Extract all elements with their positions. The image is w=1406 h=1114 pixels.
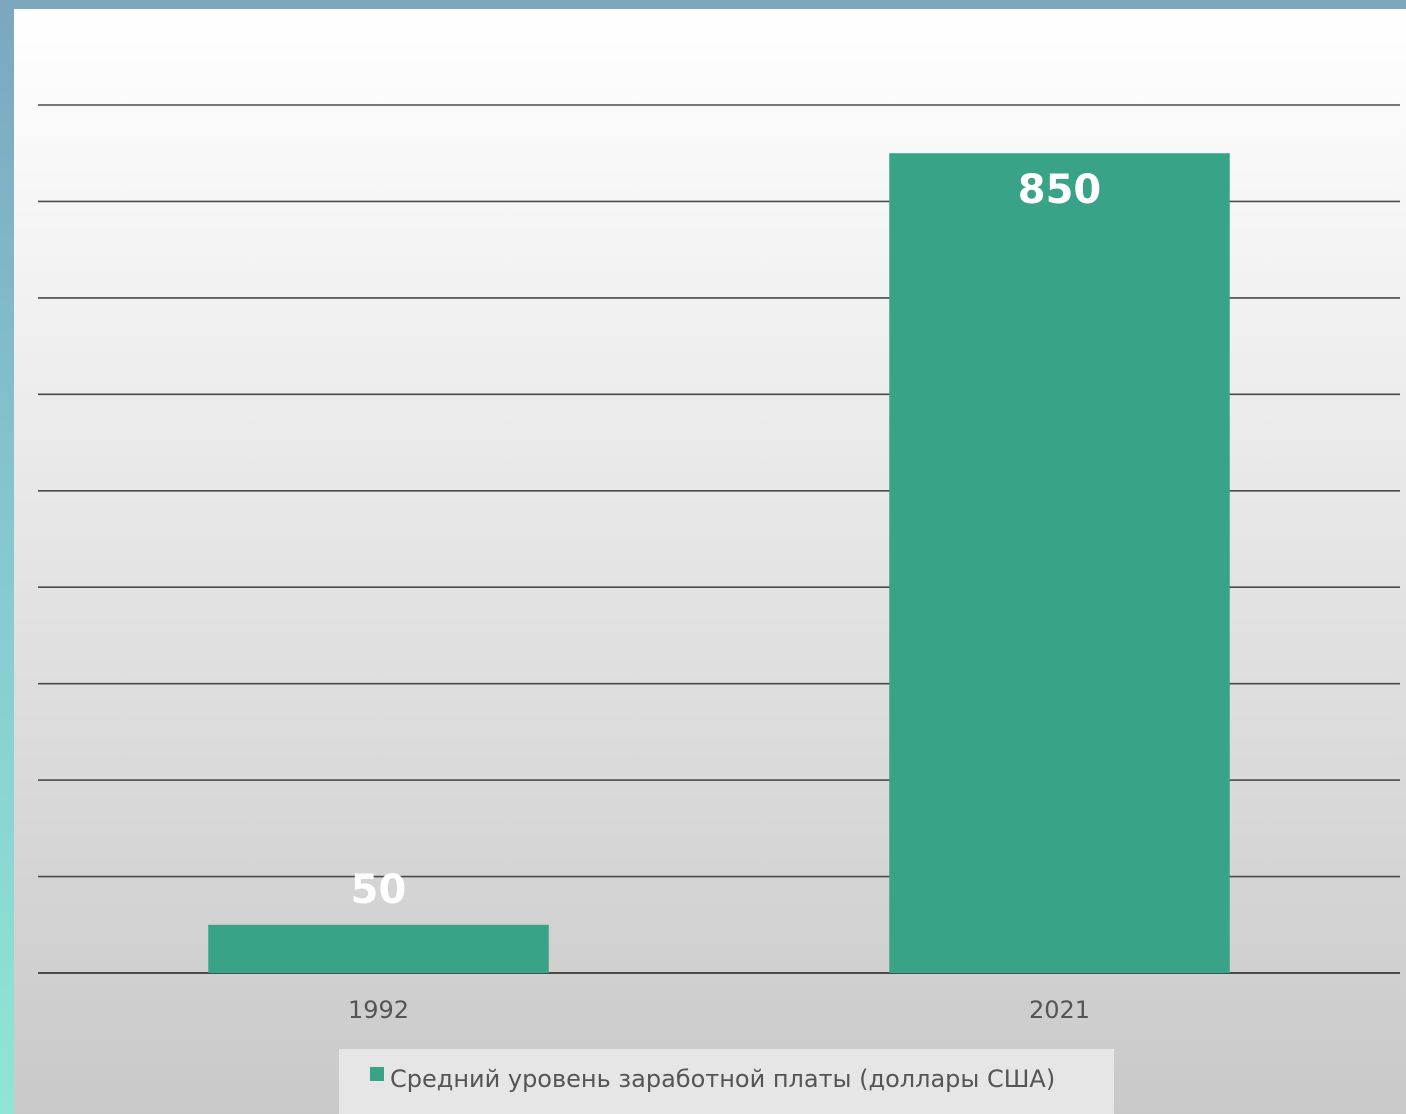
legend-background bbox=[339, 1049, 1114, 1114]
x-tick-label-2021: 2021 bbox=[1029, 996, 1090, 1024]
data-label-2021: 850 bbox=[1018, 167, 1102, 213]
data-label-1992: 50 bbox=[351, 867, 407, 913]
legend-entry-label: Средний уровень заработной платы (доллар… bbox=[390, 1065, 1055, 1093]
data-labels: 50 850 bbox=[351, 167, 1102, 913]
bar-chart: 50 850 1992 2021 Средний уровень заработно… bbox=[38, 104, 1400, 1114]
legend-swatch bbox=[370, 1067, 384, 1081]
bar-1992 bbox=[208, 924, 549, 973]
bars bbox=[208, 153, 1230, 973]
legend: Средний уровень заработной платы (доллар… bbox=[339, 1049, 1114, 1114]
x-tick-label-1992: 1992 bbox=[348, 996, 409, 1024]
bar-2021 bbox=[889, 153, 1230, 973]
gridlines bbox=[38, 104, 1400, 974]
chart-panel: 50 850 1992 2021 Средний уровень заработно… bbox=[14, 9, 1406, 1114]
x-axis-tick-labels: 1992 2021 bbox=[348, 996, 1090, 1024]
